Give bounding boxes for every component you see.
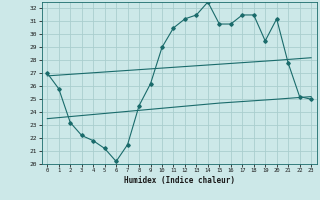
X-axis label: Humidex (Indice chaleur): Humidex (Indice chaleur) <box>124 176 235 185</box>
